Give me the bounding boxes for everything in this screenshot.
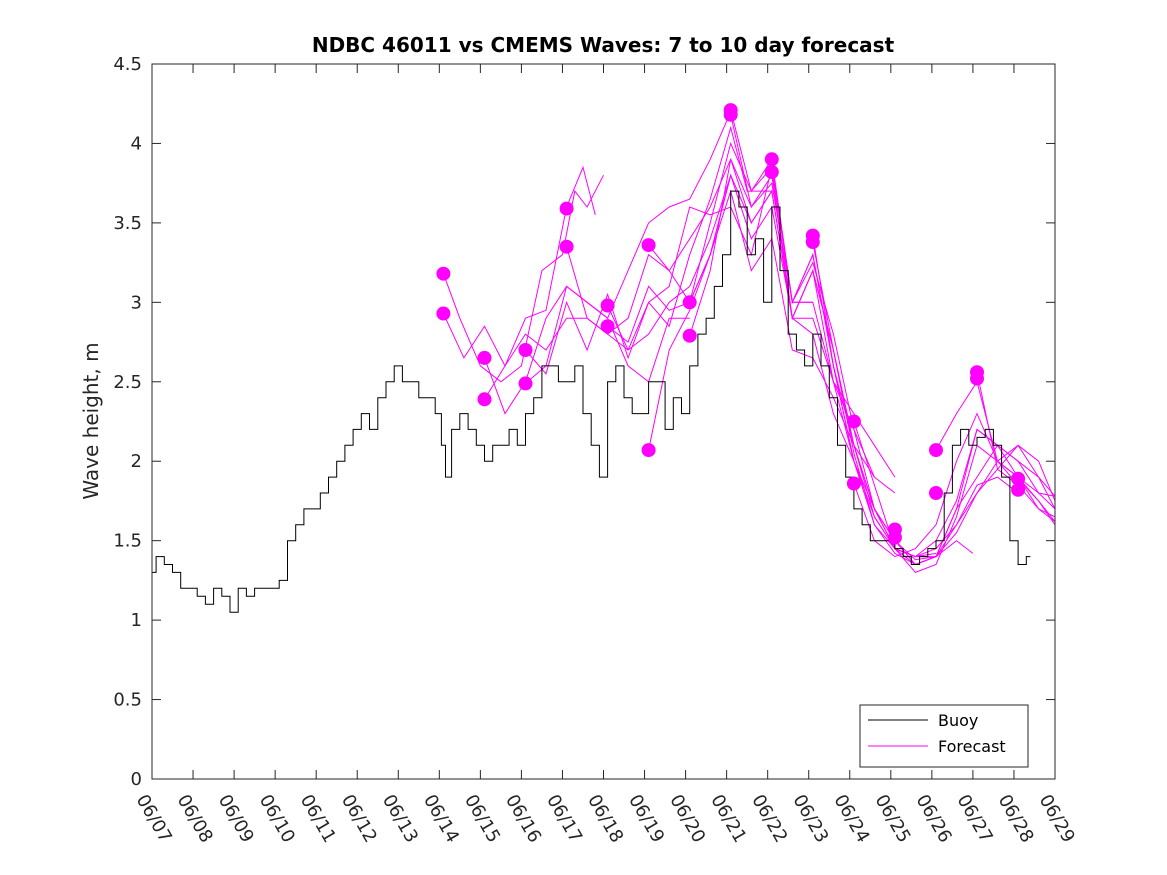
forecast-marker [887,530,902,545]
forecast-marker [846,476,861,491]
forecast-marker [682,328,697,343]
forecast-marker [929,443,943,458]
chart-title: NDBC 46011 vs CMEMS Waves: 7 to 10 day f… [312,33,895,57]
forecast-marker [846,414,861,429]
forecast-line [442,174,604,383]
forecast-marker [764,165,779,179]
y-tick-label: 2.5 [113,372,142,393]
forecast-marker [600,319,615,334]
forecast-marker [641,238,656,253]
legend: Buoy Forecast [859,704,1029,768]
y-tick-label: 4 [131,133,142,154]
forecast-marker [600,298,615,313]
y-tick-label: 1.5 [113,531,142,552]
forecast-marker [929,486,943,500]
forecast-marker [477,392,492,407]
forecast-marker [682,295,697,310]
plot-area [152,64,1055,779]
y-tick-label: 3 [131,292,142,313]
forecast-line [853,412,1056,558]
forecast-marker [436,266,451,281]
marker-layer [436,103,1026,545]
forecast-line [442,165,596,368]
y-tick-label: 0.5 [113,690,142,711]
forecast-line [976,372,1056,497]
legend-buoy-label: Buoy [938,711,978,730]
legend-box [859,704,1029,768]
forecast-marker [436,306,451,321]
y-tick-label: 3.5 [113,213,142,234]
forecast-marker [1011,471,1026,486]
forecast-line [935,380,1056,510]
y-tick-label: 1 [131,610,142,631]
buoy-line [152,190,1031,613]
y-tick-label: 4.5 [113,54,142,75]
forecast-marker [559,239,574,254]
forecast-marker [723,107,738,122]
forecast-marker [559,201,574,216]
forecast-line [607,189,875,478]
forecast-line [853,421,1056,558]
forecast-marker [518,376,533,391]
y-axis-label: Wave height, m [79,342,103,499]
forecast-marker [477,350,492,365]
forecast-line [689,159,974,561]
legend-forecast-label: Forecast [938,737,1006,756]
y-tick-label: 2 [131,451,142,472]
forecast-marker [805,235,820,249]
y-tick-label: 0 [131,769,142,790]
forecast-line [525,111,732,384]
forecast-marker [764,152,779,167]
forecast-marker [970,371,984,386]
forecast-marker [518,343,533,357]
forecast-marker [641,443,656,458]
forecast-marker [1011,482,1026,497]
forecast-line [1017,478,1056,522]
